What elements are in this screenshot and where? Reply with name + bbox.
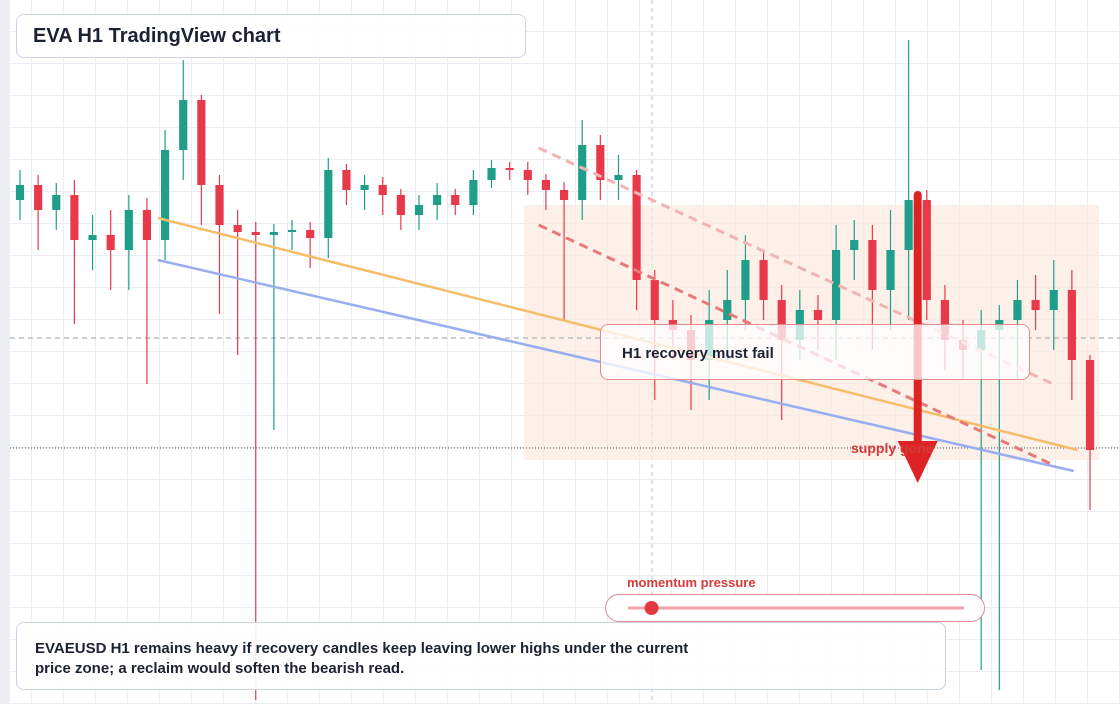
candle-body — [886, 250, 895, 290]
candle-body — [215, 185, 224, 225]
candle-body — [650, 280, 659, 320]
candle-body — [287, 230, 297, 232]
candle-body — [813, 310, 823, 320]
caption-box: EVAEUSD H1 remains heavy if recovery can… — [16, 622, 946, 690]
candle-body — [940, 300, 949, 340]
candle-body — [614, 175, 623, 180]
candle-body — [161, 150, 170, 240]
candle-body — [451, 195, 460, 205]
annotation: H1 recovery must fail — [600, 324, 1030, 380]
chart-title: EVA H1 TradingView chart — [16, 14, 526, 58]
candle-body — [233, 225, 242, 232]
candle-body — [469, 180, 478, 205]
candle-body — [777, 300, 786, 340]
candle-body — [433, 195, 442, 205]
candle-body — [1085, 360, 1095, 450]
slider-label: momentum pressure — [627, 575, 756, 590]
candle-body — [179, 100, 188, 150]
zone-label: supply gone — [851, 440, 934, 456]
candle-body — [324, 170, 333, 238]
candle-body — [904, 200, 913, 250]
candle-body — [396, 195, 405, 215]
candle-body — [759, 260, 768, 300]
candle-body — [541, 180, 551, 190]
slider[interactable] — [605, 594, 985, 622]
candle-body — [832, 250, 841, 320]
candle-body — [487, 168, 496, 180]
candle-body — [52, 195, 61, 210]
candle-body — [578, 145, 587, 200]
candle-body — [269, 232, 278, 235]
candle-body — [1049, 290, 1058, 310]
candle-body — [559, 190, 569, 200]
candle-body — [251, 232, 260, 235]
caption: EVAEUSD H1 remains heavy if recovery can… — [35, 640, 689, 677]
candle-body — [360, 185, 369, 190]
candle-body — [197, 100, 206, 185]
candle-body — [741, 260, 750, 300]
slider-knob — [644, 601, 659, 615]
candle-body — [106, 235, 115, 250]
candle-body — [1031, 300, 1040, 310]
candle-body — [723, 300, 732, 320]
candle-body — [632, 175, 641, 280]
candle-body — [596, 145, 605, 180]
candle-body — [142, 210, 152, 240]
candle-body — [1067, 290, 1076, 360]
slider-track — [628, 601, 964, 615]
candle-body — [124, 210, 133, 250]
candle-body — [70, 195, 79, 240]
candle-body — [414, 205, 424, 215]
candle-body — [306, 230, 315, 238]
candle-body — [378, 185, 387, 195]
candle-body — [88, 235, 97, 240]
candle-body — [868, 240, 877, 290]
candle-body — [15, 185, 25, 200]
candle-body — [505, 168, 514, 170]
candle-body — [34, 185, 43, 210]
candle-body — [523, 170, 532, 180]
candle-body — [922, 200, 931, 300]
candle-body — [342, 170, 351, 190]
arrow-head — [897, 441, 938, 483]
candle-body — [850, 240, 859, 250]
candle-body — [1013, 300, 1022, 320]
